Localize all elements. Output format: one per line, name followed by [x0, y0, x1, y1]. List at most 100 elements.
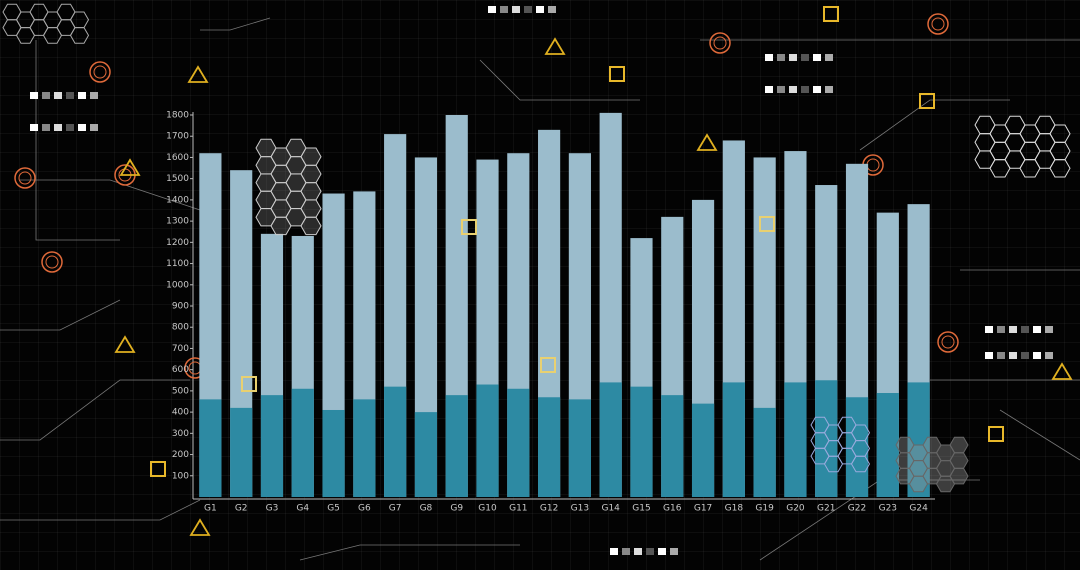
- ring: [709, 32, 731, 54]
- bar: [815, 380, 838, 497]
- target: [609, 66, 625, 82]
- bar: [845, 397, 869, 497]
- x-tick-label: G10: [478, 504, 497, 514]
- target: [988, 426, 1004, 442]
- y-tick-label: 1300: [166, 217, 189, 227]
- triangle: [189, 518, 211, 536]
- x-tick-label: G12: [540, 504, 558, 514]
- pixel: [777, 86, 785, 93]
- hexagon: [949, 452, 969, 469]
- pixel: [985, 326, 993, 333]
- ring: [866, 158, 880, 172]
- pixel: [658, 548, 666, 555]
- bar: [568, 399, 591, 497]
- x-tick-label: G11: [509, 504, 527, 514]
- pixel: [1021, 352, 1029, 359]
- bar: [661, 395, 684, 497]
- bar: [384, 386, 407, 497]
- x-tick-label: G19: [755, 504, 774, 514]
- ring: [713, 36, 727, 50]
- pixel: [985, 352, 993, 359]
- bar: [876, 393, 899, 497]
- hexagon: [300, 182, 322, 201]
- y-tick-label: 400: [172, 408, 189, 418]
- ring: [931, 17, 945, 31]
- y-tick-label: 1100: [166, 259, 189, 269]
- bar: [507, 388, 530, 497]
- ring: [941, 335, 955, 349]
- triangle: [696, 133, 718, 151]
- pixel: [1033, 326, 1041, 333]
- pixel: [54, 92, 62, 99]
- triangle: [187, 65, 209, 83]
- pixel: [997, 326, 1005, 333]
- x-tick-label: G20: [786, 504, 805, 514]
- pixel: [825, 86, 833, 93]
- ring: [93, 65, 107, 79]
- pixel: [500, 6, 508, 13]
- ring: [45, 255, 59, 269]
- target: [461, 219, 477, 235]
- pixel: [42, 124, 50, 131]
- y-tick-label: 200: [172, 450, 189, 460]
- pixel: [825, 54, 833, 61]
- bar: [291, 388, 314, 497]
- y-tick-label: 1800: [166, 111, 189, 121]
- ring: [937, 331, 959, 353]
- pixel: [765, 86, 773, 93]
- pixel: [90, 92, 98, 99]
- hexagon: [850, 455, 871, 473]
- pixel: [670, 548, 678, 555]
- x-tick-label: G9: [450, 504, 463, 514]
- x-tick-label: G23: [879, 504, 897, 514]
- y-tick-label: 1700: [166, 132, 189, 142]
- x-tick-label: G3: [266, 504, 279, 514]
- y-tick-label: 300: [172, 429, 189, 439]
- target: [150, 461, 166, 477]
- bar: [907, 382, 930, 497]
- x-tick-label: G22: [848, 504, 866, 514]
- bar: [260, 395, 284, 497]
- y-tick-label: 1200: [166, 238, 189, 248]
- bar: [691, 403, 715, 497]
- pixel: [646, 548, 654, 555]
- pixel: [42, 92, 50, 99]
- x-tick-label: G7: [389, 504, 402, 514]
- bar: [476, 384, 499, 497]
- pixel: [66, 124, 74, 131]
- pixel: [610, 548, 618, 555]
- triangle: [114, 335, 136, 353]
- pixel: [512, 6, 520, 13]
- hexagon: [69, 11, 90, 29]
- x-tick-label: G18: [725, 504, 744, 514]
- x-tick-label: G15: [632, 504, 650, 514]
- hexagon: [1049, 124, 1071, 143]
- x-tick-label: G8: [420, 504, 433, 514]
- ring: [89, 61, 111, 83]
- pixel: [997, 352, 1005, 359]
- pixel: [548, 6, 556, 13]
- bar: [414, 412, 438, 497]
- pixel: [30, 124, 38, 131]
- pixel: [78, 92, 86, 99]
- bar: [722, 382, 745, 497]
- ring: [14, 167, 36, 189]
- triangle: [544, 37, 566, 55]
- bar: [599, 382, 622, 497]
- bar: [538, 397, 561, 497]
- y-tick-label: 1600: [166, 153, 189, 163]
- bar: [414, 157, 438, 497]
- bar: [322, 409, 345, 497]
- bar: [445, 395, 468, 497]
- pixel: [1009, 352, 1017, 359]
- bar: [230, 407, 253, 497]
- bar: [199, 399, 222, 497]
- y-tick-label: 100: [172, 471, 189, 481]
- pixel: [524, 6, 532, 13]
- x-tick-label: G24: [909, 504, 928, 514]
- target: [823, 6, 839, 22]
- hexagon: [300, 199, 322, 218]
- triangle: [1051, 362, 1073, 380]
- x-tick-label: G13: [571, 504, 589, 514]
- y-tick-label: 900: [172, 302, 189, 312]
